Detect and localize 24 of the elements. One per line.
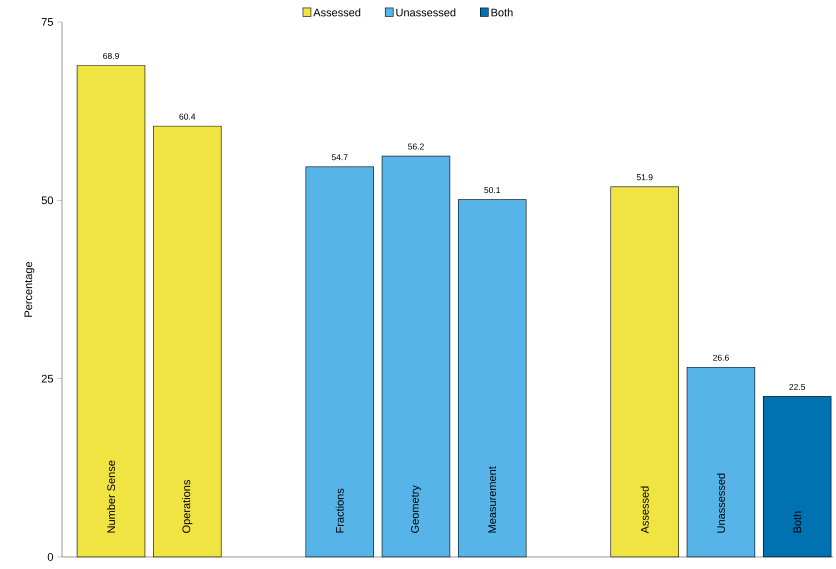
data-label: 22.5 xyxy=(789,384,806,390)
data-label: 50.1 xyxy=(484,187,500,194)
y-tick-label: 25 xyxy=(42,374,53,383)
data-label: 26.6 xyxy=(713,354,729,361)
y-axis-title: Percentage xyxy=(24,262,34,317)
x-tick-label: Measurement xyxy=(488,466,496,533)
legend-label: Assessed xyxy=(313,8,360,16)
x-tick-label: Fractions xyxy=(336,488,344,533)
data-label: 51.9 xyxy=(636,174,653,180)
y-tick-label: 75 xyxy=(42,18,53,26)
data-label: 56.2 xyxy=(408,144,424,150)
data-label: 60.4 xyxy=(179,114,196,120)
x-tick-label: Operations xyxy=(182,480,192,533)
data-label: 54.7 xyxy=(332,154,348,160)
x-tick-label: Unassessed xyxy=(716,474,725,533)
x-tick-label: Assessed xyxy=(640,486,649,534)
y-tick-label: 50 xyxy=(42,196,54,204)
x-tick-label: Number Sense xyxy=(106,460,116,533)
y-tick-label: 0 xyxy=(48,553,54,561)
x-tick-label: Both xyxy=(793,512,802,533)
data-label: 68.9 xyxy=(103,52,119,59)
legend-label: Both xyxy=(492,8,512,16)
legend-label: Unassessed xyxy=(396,8,456,16)
x-tick-label: Geometry xyxy=(411,485,421,533)
